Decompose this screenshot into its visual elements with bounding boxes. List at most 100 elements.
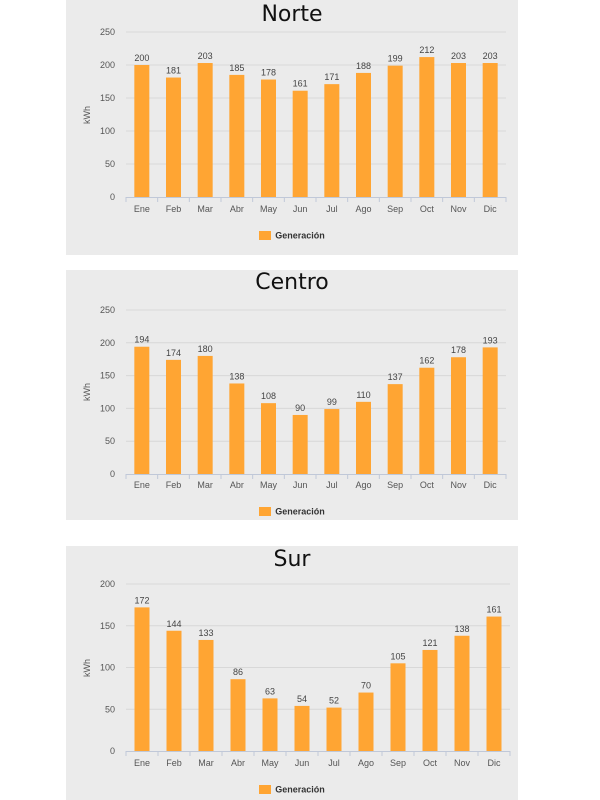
- legend-swatch: [259, 231, 272, 241]
- chart-title: Norte: [261, 2, 323, 27]
- data-label: 110: [356, 390, 370, 400]
- x-tick-label: Feb: [166, 204, 182, 214]
- x-tick-label: Jun: [293, 480, 308, 490]
- bar-chart-sur: 0 50 100 150 200 kWh 172 Ene 144 Feb 133 Mar 86 Abr 63…: [82, 579, 511, 768]
- x-tick-label: Dic: [488, 758, 501, 768]
- data-label: 199: [388, 54, 403, 64]
- x-tick-label: Mar: [197, 480, 213, 490]
- bar-mar: [197, 355, 213, 474]
- x-tick-label: Dic: [484, 480, 497, 490]
- bar-abr: [229, 383, 245, 474]
- x-tick-label: Jun: [295, 758, 310, 768]
- y-tick-label: 250: [100, 27, 115, 37]
- x-tick-label: Mar: [198, 758, 214, 768]
- bar-mar: [197, 63, 213, 197]
- data-label: 180: [198, 344, 213, 354]
- y-tick-label: 50: [105, 436, 115, 446]
- y-tick-label: 150: [100, 371, 115, 381]
- bar-ene: [134, 607, 150, 751]
- bar-oct: [422, 649, 438, 751]
- y-tick-label: 150: [100, 621, 115, 631]
- data-label: 161: [486, 605, 501, 615]
- bar-jun: [294, 705, 310, 751]
- y-tick-label: 100: [100, 403, 115, 413]
- data-label: 162: [419, 356, 434, 366]
- data-label: 203: [451, 51, 466, 61]
- data-label: 52: [329, 696, 339, 706]
- bar-dic: [486, 616, 502, 751]
- data-label: 90: [295, 403, 305, 413]
- data-label: 138: [229, 371, 244, 381]
- bar-ago: [356, 401, 371, 474]
- x-tick-label: Abr: [230, 480, 244, 490]
- bar-feb: [166, 630, 182, 751]
- bar-dic: [482, 347, 498, 474]
- x-tick-label: Ene: [134, 758, 150, 768]
- bar-nov: [451, 357, 466, 474]
- x-tick-label: Ene: [134, 204, 150, 214]
- legend[interactable]: Generación: [66, 784, 518, 795]
- legend[interactable]: Generación: [66, 230, 518, 241]
- x-tick-label: Jul: [326, 204, 338, 214]
- bar-nov: [454, 635, 470, 751]
- x-tick-label: May: [261, 758, 279, 768]
- legend-label: Generación: [275, 784, 325, 795]
- bar-ene: [134, 346, 150, 474]
- bar-nov: [451, 63, 466, 197]
- data-label: 178: [261, 68, 276, 78]
- x-tick-label: Sep: [387, 480, 403, 490]
- data-label: 194: [134, 335, 149, 345]
- bar-abr: [229, 74, 245, 197]
- x-tick-label: Jul: [326, 480, 338, 490]
- x-tick-label: Sep: [387, 204, 403, 214]
- data-label: 172: [134, 595, 149, 605]
- data-label: 203: [483, 51, 498, 61]
- chart-panel-centro: Centro 0 50 100 150 200 250 kWh 194 Ene 174 Feb 180…: [66, 270, 518, 520]
- x-tick-label: Nov: [450, 204, 467, 214]
- bar-oct: [419, 367, 435, 474]
- y-tick-label: 0: [110, 746, 115, 756]
- bar-chart-norte: 0 50 100 150 200 250 kWh 200 Ene 181 Feb 203 Mar 185 A…: [82, 27, 507, 214]
- x-tick-label: Jun: [293, 204, 308, 214]
- x-tick-label: Oct: [420, 480, 435, 490]
- legend-label: Generación: [275, 230, 325, 241]
- x-tick-label: Oct: [423, 758, 438, 768]
- bar-feb: [166, 359, 181, 474]
- y-tick-label: 0: [110, 192, 115, 202]
- legend[interactable]: Generación: [66, 506, 518, 517]
- data-label: 144: [166, 619, 181, 629]
- y-tick-label: 250: [100, 305, 115, 315]
- data-label: 193: [483, 335, 498, 345]
- bar-ene: [134, 65, 150, 197]
- data-label: 70: [361, 681, 371, 691]
- x-tick-label: Nov: [454, 758, 471, 768]
- data-label: 99: [327, 397, 337, 407]
- y-tick-label: 50: [105, 159, 115, 169]
- data-label: 171: [324, 72, 339, 82]
- y-tick-label: 100: [100, 663, 115, 673]
- x-tick-label: Ago: [358, 758, 374, 768]
- bar-abr: [230, 679, 246, 751]
- y-tick-label: 100: [100, 126, 115, 136]
- y-tick-label: 150: [100, 93, 115, 103]
- y-tick-label: 200: [100, 60, 115, 70]
- bar-sep: [387, 384, 403, 474]
- y-tick-label: 200: [100, 338, 115, 348]
- chart-panel-sur: Sur 0 50 100 150 200 kWh 172 Ene 144 Feb 133 Mar 86 A…: [66, 546, 518, 800]
- data-label: 133: [198, 628, 213, 638]
- bar-sep: [387, 65, 403, 197]
- bar-jun: [292, 90, 308, 197]
- x-tick-label: Ago: [355, 480, 371, 490]
- x-tick-label: Sep: [390, 758, 406, 768]
- data-label: 188: [356, 61, 371, 71]
- x-tick-label: Feb: [166, 758, 182, 768]
- bar-may: [262, 698, 278, 751]
- data-label: 178: [451, 345, 466, 355]
- y-tick-label: 50: [105, 704, 115, 714]
- y-tick-label: 200: [100, 579, 115, 589]
- bar-oct: [419, 57, 435, 197]
- data-label: 185: [229, 63, 244, 73]
- chart-title: Centro: [255, 270, 329, 295]
- bar-dic: [482, 63, 498, 197]
- bar-chart-centro: 0 50 100 150 200 250 kWh 194 Ene 174 Feb 180 Mar 138 A…: [82, 305, 507, 490]
